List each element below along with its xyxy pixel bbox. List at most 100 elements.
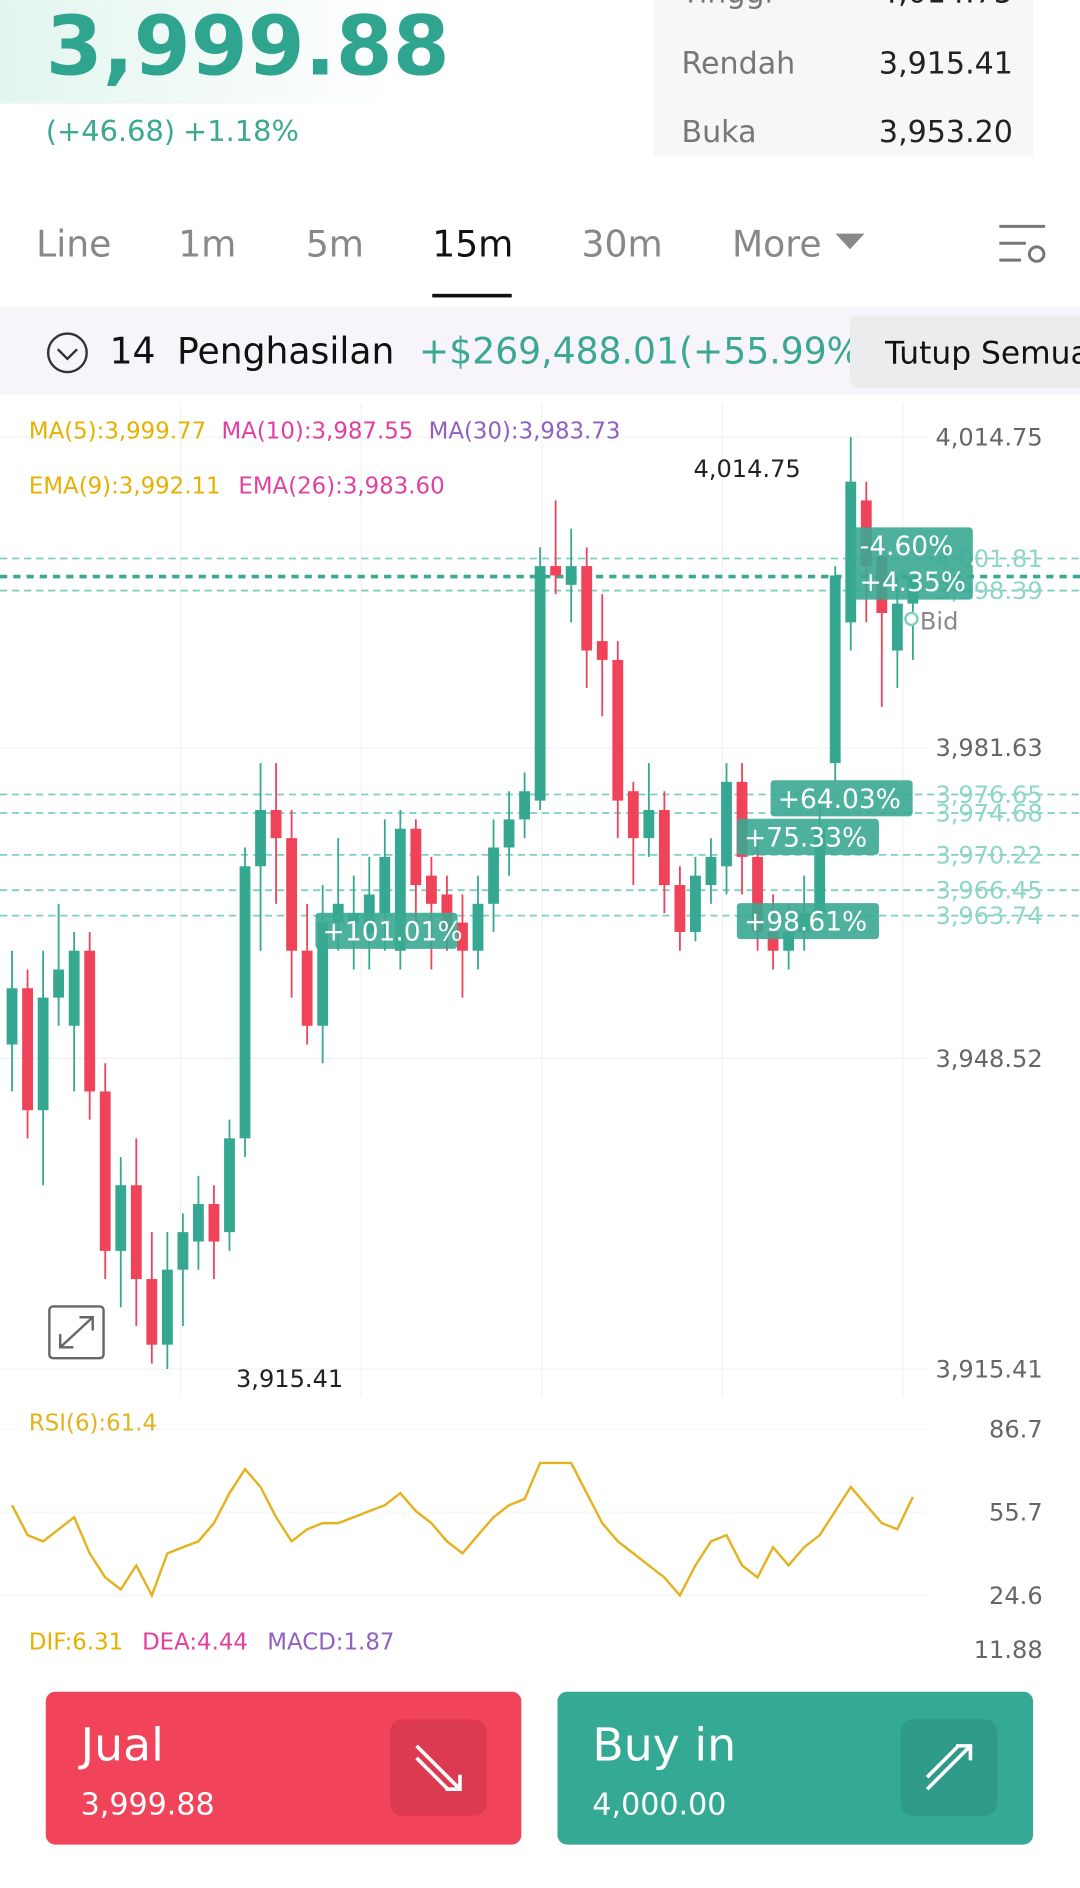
stat-label: Buka	[681, 115, 756, 150]
candle-body	[317, 922, 329, 1026]
candle-body	[814, 828, 826, 914]
macd-tick: 11.88	[974, 1636, 1043, 1664]
high-label: 4,014.75	[694, 455, 801, 483]
indicator: MA(30):3,983.73	[429, 418, 621, 444]
candle-body	[208, 1204, 220, 1242]
pnl-tag-bg	[770, 780, 913, 817]
change: (+46.68)	[46, 114, 175, 148]
candle-body	[161, 1269, 173, 1345]
candle-body	[519, 791, 531, 820]
sell-label: Jual	[78, 1718, 164, 1771]
pnl-tag: +64.03%	[778, 784, 901, 815]
chevron	[56, 348, 78, 361]
rsi-line	[10, 1461, 914, 1599]
pnl-value: +$269,488.01(+55.99%)	[419, 330, 875, 373]
tab[interactable]: 30m	[582, 223, 663, 266]
position-count: 14	[110, 330, 156, 373]
candle-body	[394, 828, 406, 951]
candle-body	[596, 641, 608, 660]
tab-underline	[432, 293, 512, 298]
macd-dif: DIF:6.31	[29, 1630, 123, 1656]
candle-body	[550, 566, 562, 576]
position-line-label: 3,974.68	[935, 799, 1042, 827]
candle-body	[6, 988, 18, 1045]
close-all-button[interactable]	[850, 315, 1080, 388]
candle-body	[783, 931, 795, 951]
candle-body	[643, 810, 655, 839]
stat-value: 3,953.20	[879, 115, 1013, 150]
candle-body	[767, 931, 779, 951]
y-tick-label: 4,014.75	[935, 424, 1042, 452]
candle-body	[425, 875, 437, 904]
position-line-label: 3,970.22	[935, 841, 1042, 869]
candle-body	[845, 481, 857, 623]
pnl-tag-bg	[852, 563, 973, 600]
pnl-label: Penghasilan	[177, 330, 394, 373]
bid-dot	[904, 611, 919, 627]
pnl-tag: +98.61%	[744, 907, 867, 938]
pnl-tag: +75.33%	[744, 822, 867, 853]
settings-icon[interactable]	[999, 224, 1046, 263]
rsi-tick-label: 55.7	[989, 1499, 1043, 1527]
candle-body	[239, 866, 251, 1139]
candle-body	[193, 1204, 204, 1242]
candle-body	[255, 810, 266, 867]
candle-body	[99, 1091, 111, 1251]
stats-box	[653, 0, 1034, 157]
stat-value: 3,915.41	[879, 46, 1013, 81]
sell-icon	[415, 1744, 462, 1792]
candle-body	[829, 575, 841, 764]
pnl-tag: -4.60%	[860, 531, 954, 562]
candle-body	[301, 950, 313, 1026]
indicator: EMA(9):3,992.11	[29, 474, 221, 500]
indicator: EMA(26):3,983.60	[238, 474, 444, 500]
candle-body	[891, 603, 903, 651]
candle-body	[705, 856, 717, 886]
close-all-label: Tutup Semua	[884, 336, 1080, 372]
candle-body	[457, 922, 468, 951]
position-line-label: 3,966.45	[935, 877, 1042, 905]
candle-body	[674, 885, 686, 932]
candle-body	[488, 847, 499, 904]
buy-label: Buy in	[592, 1718, 736, 1771]
tab-active[interactable]: 15m	[432, 223, 513, 266]
rsi-title: RSI(6):61.4	[29, 1410, 157, 1436]
pnl-tag-bg	[315, 912, 458, 949]
candle-body	[379, 856, 391, 914]
tab[interactable]: 5m	[306, 223, 364, 266]
sell-price: 3,999.88	[81, 1788, 215, 1823]
rsi-tick-label: 86.7	[989, 1416, 1043, 1444]
dropdown-arrow	[835, 233, 865, 250]
expand-icon[interactable]	[48, 1305, 105, 1360]
macd-value: MACD:1.87	[267, 1630, 394, 1656]
tab[interactable]: 1m	[178, 223, 236, 266]
buy-icon	[925, 1744, 973, 1791]
y-tick-label: 3,948.52	[935, 1045, 1042, 1073]
candle-body	[270, 810, 282, 839]
macd-dea: DEA:4.44	[142, 1630, 248, 1656]
pnl-tag: +101.01%	[323, 916, 463, 947]
candle-body	[130, 1185, 142, 1280]
price-bg	[0, 0, 398, 104]
position-line-label: 3,963.74	[935, 902, 1042, 930]
collapse-icon[interactable]	[46, 332, 88, 374]
pnl-tag: +4.35%	[860, 567, 966, 598]
tab-more[interactable]: More	[732, 223, 822, 266]
buy-price: 4,000.00	[592, 1788, 726, 1823]
candle-body	[721, 781, 732, 867]
y-tick-label: 3,981.63	[935, 734, 1042, 762]
position-line-label: 3,976.65	[935, 781, 1042, 809]
y-tick-label: 3,915.41	[935, 1355, 1042, 1383]
candle-body	[410, 828, 422, 886]
candle-body	[752, 856, 763, 932]
tab[interactable]: Line	[36, 223, 111, 266]
pnl-tag-bg	[852, 527, 973, 564]
indicator: MA(5):3,999.77	[29, 418, 206, 444]
indicator: MA(10):3,987.55	[222, 418, 414, 444]
candle-body	[37, 997, 49, 1111]
candle-body	[115, 1185, 127, 1251]
change-pct: +1.18%	[183, 114, 299, 148]
candle-body	[224, 1138, 235, 1233]
